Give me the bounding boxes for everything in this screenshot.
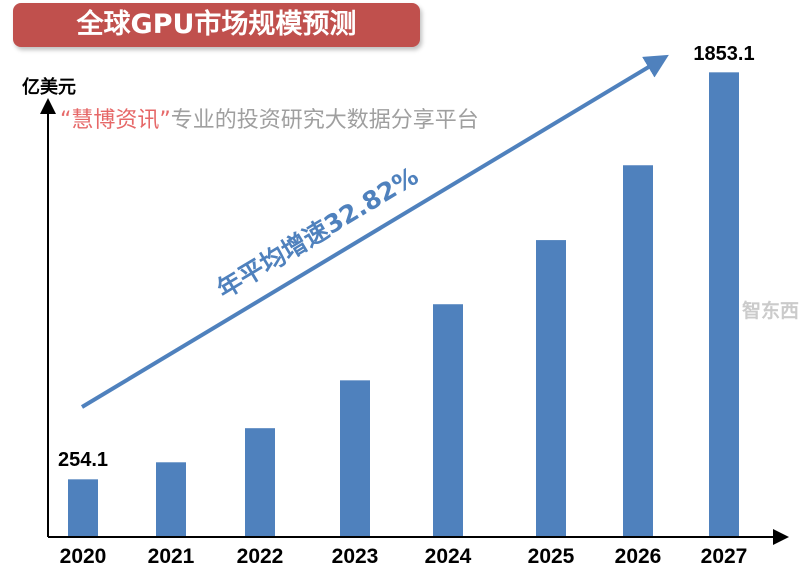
y-axis-label: 亿美元 [22, 77, 76, 98]
bar-2026 [623, 165, 653, 537]
x-tick-label: 2027 [701, 545, 748, 568]
watermark-brand: “慧博资讯” [60, 108, 171, 133]
bar-2023 [340, 380, 370, 537]
x-tick-label: 2024 [425, 545, 472, 568]
watermark: “慧博资讯”专业的投资研究大数据分享平台 [60, 108, 479, 134]
x-tick-label: 2025 [528, 545, 575, 568]
bar-2020 [68, 479, 98, 537]
bar-2024 [433, 304, 463, 537]
growth-annotation: 年平均增速32.82% [212, 161, 423, 304]
x-tick-label: 2021 [148, 545, 195, 568]
growth-arrow [80, 54, 669, 409]
logo-watermark: 智东西 [742, 300, 800, 322]
data-label-first: 254.1 [58, 449, 108, 471]
data-label-last: 1853.1 [693, 43, 754, 65]
x-tick-label: 2023 [332, 545, 379, 568]
bar-2021 [156, 462, 186, 537]
x-tick-label: 2026 [615, 545, 662, 568]
bar-2025 [536, 240, 566, 537]
watermark-text: 专业的投资研究大数据分享平台 [170, 108, 479, 133]
bar-2022 [245, 428, 275, 537]
chart-title: 全球GPU市场规模预测 [13, 3, 420, 47]
x-tick-label: 2022 [237, 545, 284, 568]
x-tick-label: 2020 [60, 545, 107, 568]
bar-2027 [709, 72, 739, 538]
